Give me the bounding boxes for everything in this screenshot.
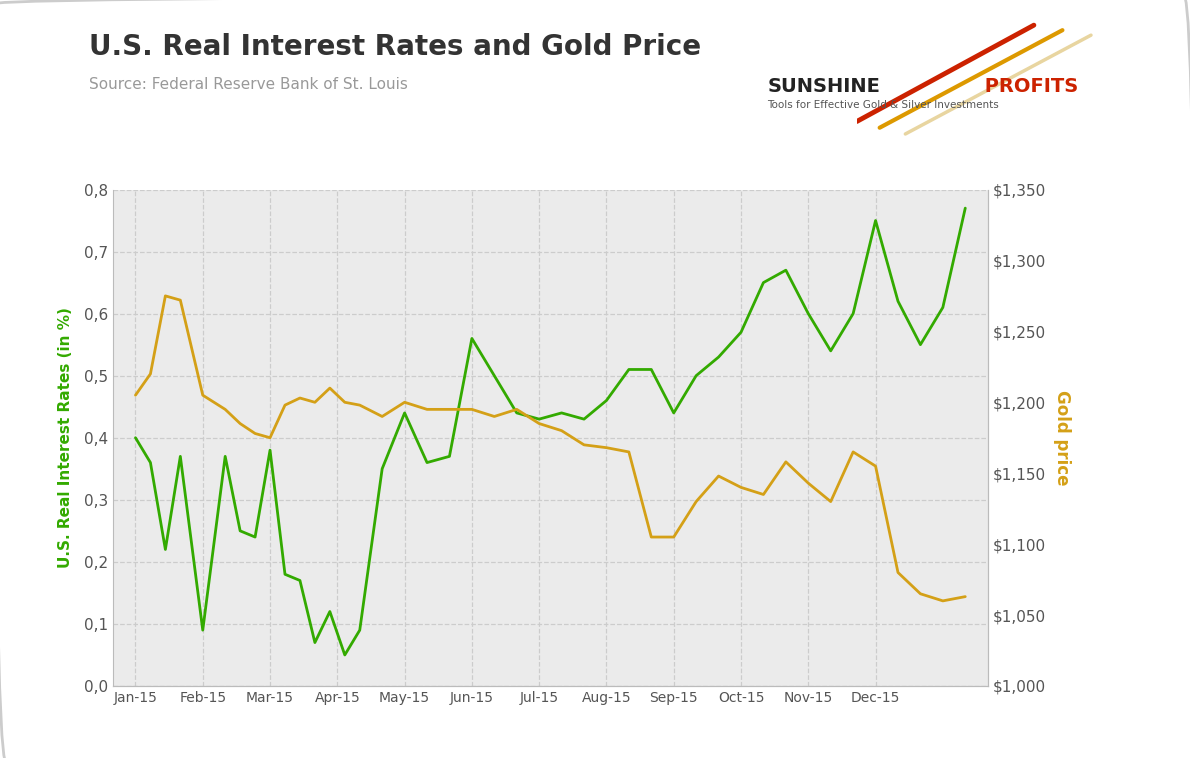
Text: SUNSHINE: SUNSHINE bbox=[768, 77, 881, 96]
Text: Source: Federal Reserve Bank of St. Louis: Source: Federal Reserve Bank of St. Loui… bbox=[89, 77, 408, 92]
Text: Tools for Effective Gold & Silver Investments: Tools for Effective Gold & Silver Invest… bbox=[768, 100, 1000, 110]
Y-axis label: Gold price: Gold price bbox=[1053, 390, 1071, 485]
Text: U.S. Real Interest Rates and Gold Price: U.S. Real Interest Rates and Gold Price bbox=[89, 33, 701, 61]
Text: PROFITS: PROFITS bbox=[978, 77, 1078, 96]
Y-axis label: U.S. Real Interest Rates (in %): U.S. Real Interest Rates (in %) bbox=[58, 307, 73, 568]
